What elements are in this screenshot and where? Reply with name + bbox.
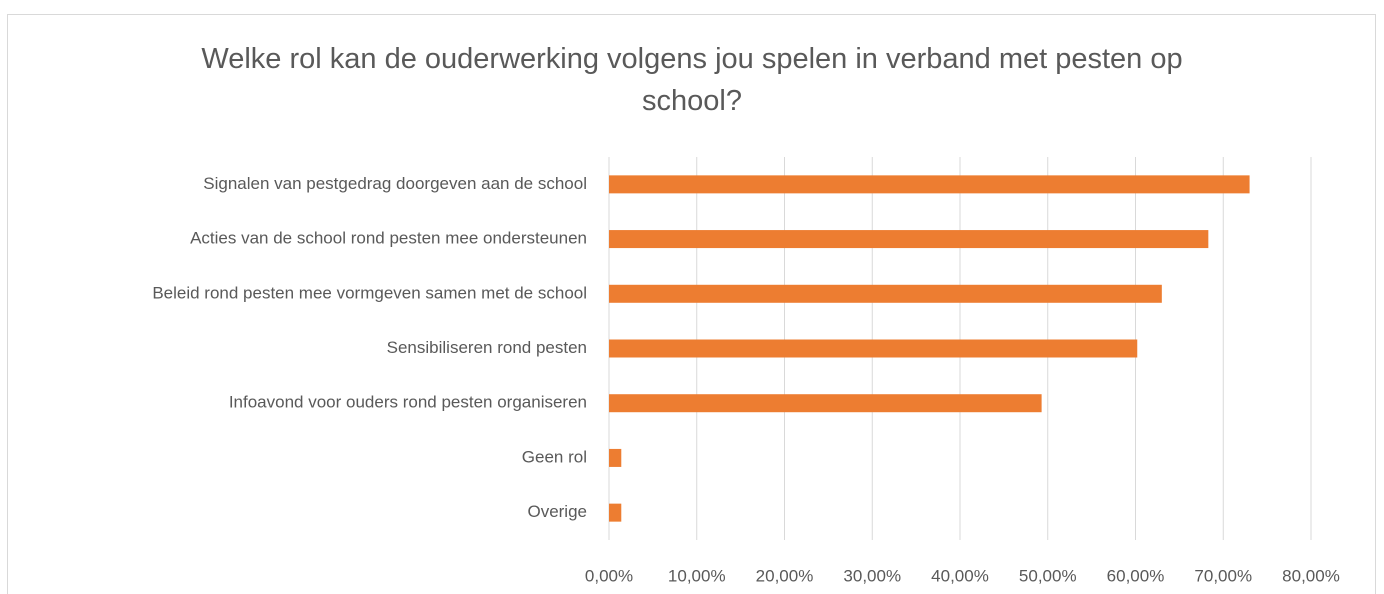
y-tick-label: Sensibiliseren rond pesten xyxy=(387,338,587,357)
x-tick-label: 20,00% xyxy=(756,566,814,585)
chart-border xyxy=(7,14,1376,594)
y-tick-label: Geen rol xyxy=(522,447,587,466)
bar xyxy=(609,339,1138,358)
bar xyxy=(609,284,1162,303)
y-tick-label: Acties van de school rond pesten mee ond… xyxy=(190,229,587,248)
x-tick-label: 40,00% xyxy=(931,566,989,585)
x-tick-label: 70,00% xyxy=(1194,566,1252,585)
bar xyxy=(609,503,622,522)
bar xyxy=(609,448,622,467)
x-tick-label: 0,00% xyxy=(585,566,633,585)
bar xyxy=(609,394,1042,413)
y-tick-label: Overige xyxy=(527,502,587,521)
y-tick-label: Beleid rond pesten mee vormgeven samen m… xyxy=(152,283,587,302)
bar xyxy=(609,230,1209,249)
chart-title: Welke rol kan de ouderwerking volgens jo… xyxy=(201,43,1183,117)
y-tick-label: Signalen van pestgedrag doorgeven aan de… xyxy=(203,174,587,193)
x-tick-label: 80,00% xyxy=(1282,566,1340,585)
bar xyxy=(609,175,1250,194)
y-tick-label: Infoavond voor ouders rond pesten organi… xyxy=(229,393,587,412)
x-tick-label: 50,00% xyxy=(1019,566,1077,585)
x-tick-label: 60,00% xyxy=(1107,566,1165,585)
x-tick-label: 10,00% xyxy=(668,566,726,585)
x-tick-label: 30,00% xyxy=(843,566,901,585)
